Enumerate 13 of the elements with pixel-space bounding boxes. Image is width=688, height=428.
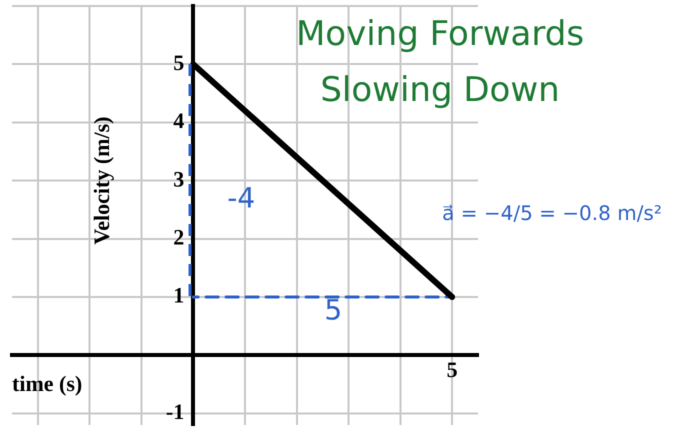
annotation: Moving Forwards [296, 14, 584, 54]
y-tick-label: 5 [173, 50, 184, 75]
annotation: a⃗ = −4/5 = −0.8 m/s² [442, 201, 662, 226]
y-axis-title: Velocity (m/s) [88, 116, 114, 245]
annotation: 5 [324, 293, 342, 326]
x-axis-title: time (s) [12, 370, 82, 396]
annotation: Slowing Down [320, 70, 560, 110]
y-tick-label: -1 [166, 399, 184, 424]
annotation: -4 [227, 181, 256, 214]
y-tick-label: 3 [173, 166, 184, 192]
y-tick-label: 4 [173, 108, 184, 134]
y-tick-label: 1 [173, 282, 184, 308]
y-tick-label: 2 [173, 224, 184, 250]
